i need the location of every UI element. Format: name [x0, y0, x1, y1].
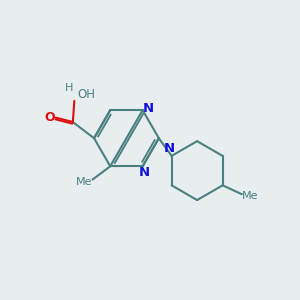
Text: Me: Me: [76, 177, 93, 187]
Text: N: N: [143, 102, 154, 115]
Text: H: H: [65, 83, 73, 94]
Text: N: N: [164, 142, 175, 155]
Text: Me: Me: [242, 190, 259, 201]
Text: OH: OH: [78, 88, 96, 101]
Text: N: N: [139, 166, 150, 179]
Text: O: O: [44, 111, 55, 124]
